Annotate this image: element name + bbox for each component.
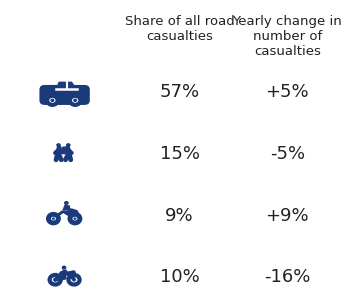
Circle shape xyxy=(47,96,58,105)
Circle shape xyxy=(62,265,66,270)
Polygon shape xyxy=(55,82,77,90)
Polygon shape xyxy=(62,205,70,211)
Polygon shape xyxy=(53,211,75,217)
Circle shape xyxy=(73,99,77,102)
Text: 57%: 57% xyxy=(159,83,200,101)
Circle shape xyxy=(50,275,61,285)
Circle shape xyxy=(70,214,80,223)
Text: Yearly change in
number of
casualties: Yearly change in number of casualties xyxy=(232,15,342,59)
Text: -5%: -5% xyxy=(270,145,305,163)
Text: Share of all road
casualties: Share of all road casualties xyxy=(125,15,234,43)
Circle shape xyxy=(54,279,56,281)
Circle shape xyxy=(70,96,80,105)
Polygon shape xyxy=(62,270,67,273)
Circle shape xyxy=(74,217,76,220)
Text: 9%: 9% xyxy=(165,207,194,225)
Text: 10%: 10% xyxy=(160,268,199,286)
Text: +9%: +9% xyxy=(265,207,309,225)
Circle shape xyxy=(66,143,71,147)
FancyBboxPatch shape xyxy=(62,147,68,153)
Text: 15%: 15% xyxy=(159,145,200,163)
FancyBboxPatch shape xyxy=(62,147,68,153)
Circle shape xyxy=(48,214,59,223)
FancyBboxPatch shape xyxy=(39,85,90,105)
Circle shape xyxy=(50,99,54,102)
Circle shape xyxy=(64,201,69,205)
Circle shape xyxy=(52,217,55,220)
Circle shape xyxy=(56,143,61,147)
Circle shape xyxy=(69,275,80,285)
Text: +5%: +5% xyxy=(265,83,309,101)
Text: -16%: -16% xyxy=(264,268,311,286)
Circle shape xyxy=(73,279,75,281)
